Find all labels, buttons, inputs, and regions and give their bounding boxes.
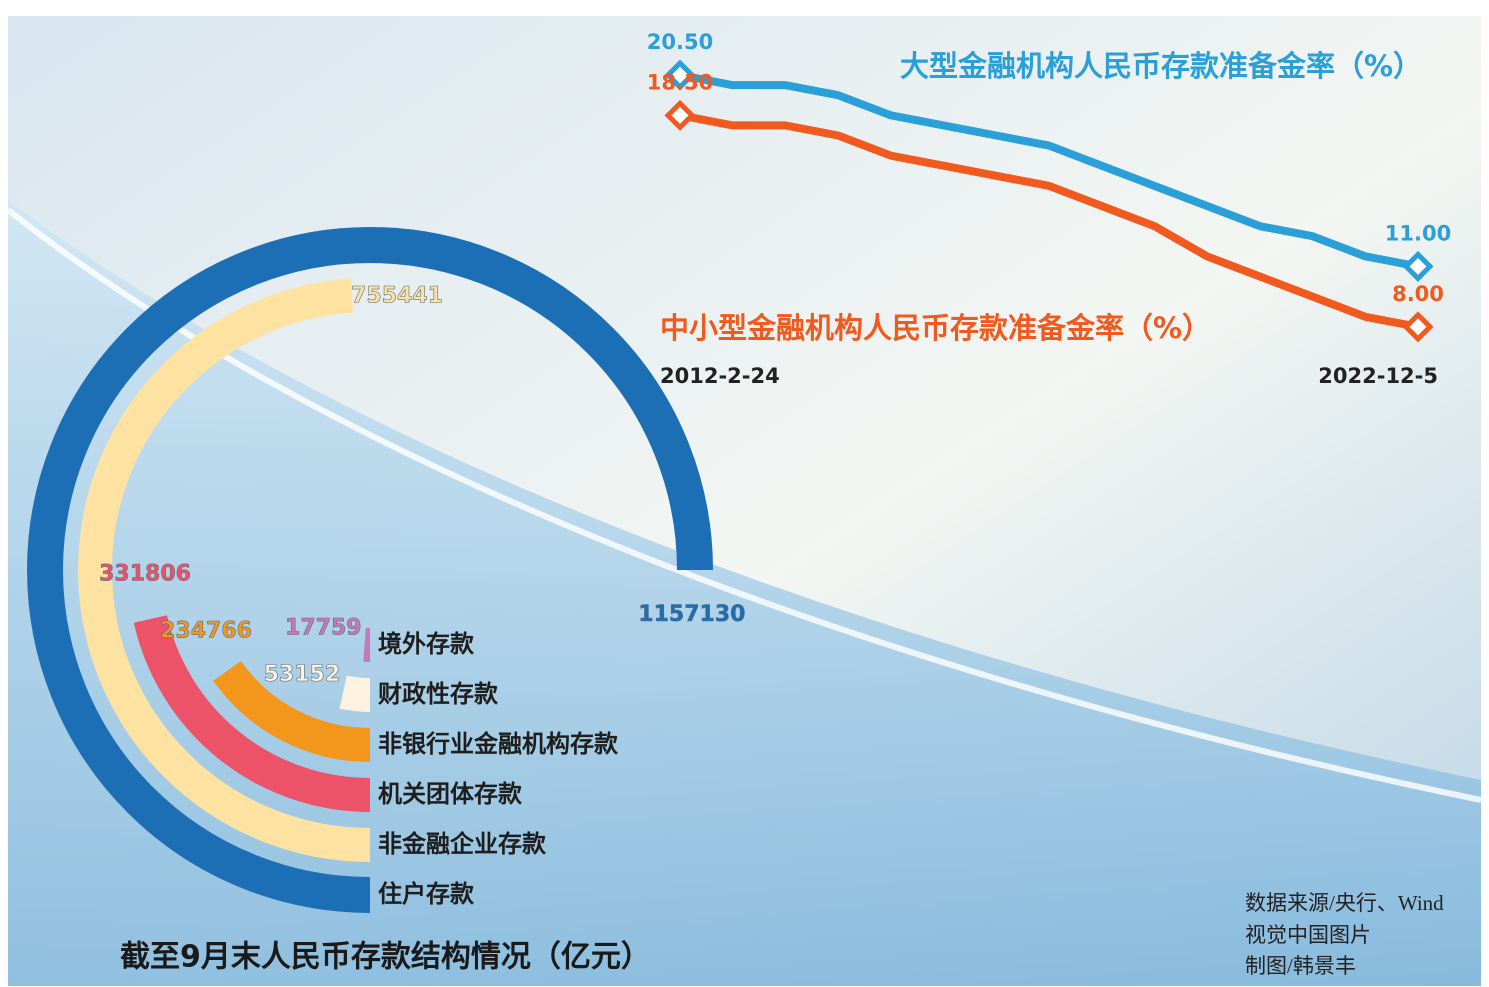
category-label: 非金融企业存款 <box>378 830 547 858</box>
category-label: 机关团体存款 <box>378 780 523 808</box>
radial-bar <box>339 675 371 712</box>
value-label: 8.00 <box>1392 282 1444 306</box>
x-tick-label: 2022-12-5 <box>1318 364 1438 388</box>
point-marker <box>664 99 696 131</box>
category-label: 住户存款 <box>378 880 475 908</box>
category-label: 非银行业金融机构存款 <box>378 730 619 758</box>
value-label: 17759 <box>285 616 362 641</box>
radial-bar <box>133 615 371 812</box>
value-label: 1157130 <box>638 602 745 627</box>
value-label: 331806 <box>99 561 191 586</box>
value-label: 755441 <box>351 283 443 308</box>
series-line <box>679 111 1419 331</box>
plot: 2012-2-24 2022-12-5 20.50 11.00 大型金融机构人民币存款准… <box>27 30 1451 913</box>
credit: 数据来源/央行、Wind <box>1245 891 1444 915</box>
series-line <box>679 71 1419 271</box>
value-label: 18.50 <box>647 70 713 94</box>
point-marker <box>1402 250 1434 282</box>
credit: 视觉中国图片 <box>1245 923 1371 947</box>
point-marker <box>1402 311 1434 343</box>
radial-bar <box>27 227 713 913</box>
chart-title: 截至9月末人民币存款结构情况（亿元） <box>120 940 651 975</box>
value-label: 20.50 <box>647 30 713 54</box>
value-label: 53152 <box>264 662 341 687</box>
legend-label: 中小型金融机构人民币存款准备金率（%） <box>660 311 1211 345</box>
radial-bar <box>213 660 371 762</box>
x-tick-label: 2012-2-24 <box>660 364 780 388</box>
category-label: 财政性存款 <box>378 680 499 708</box>
value-label: 234766 <box>160 618 252 643</box>
credit: 制图/韩景丰 <box>1245 954 1356 978</box>
value-label: 11.00 <box>1385 221 1451 245</box>
point-marker <box>664 59 696 91</box>
category-label: 境外存款 <box>378 630 475 658</box>
radial-bar <box>78 278 371 862</box>
legend-label: 大型金融机构人民币存款准备金率（%） <box>900 49 1422 83</box>
